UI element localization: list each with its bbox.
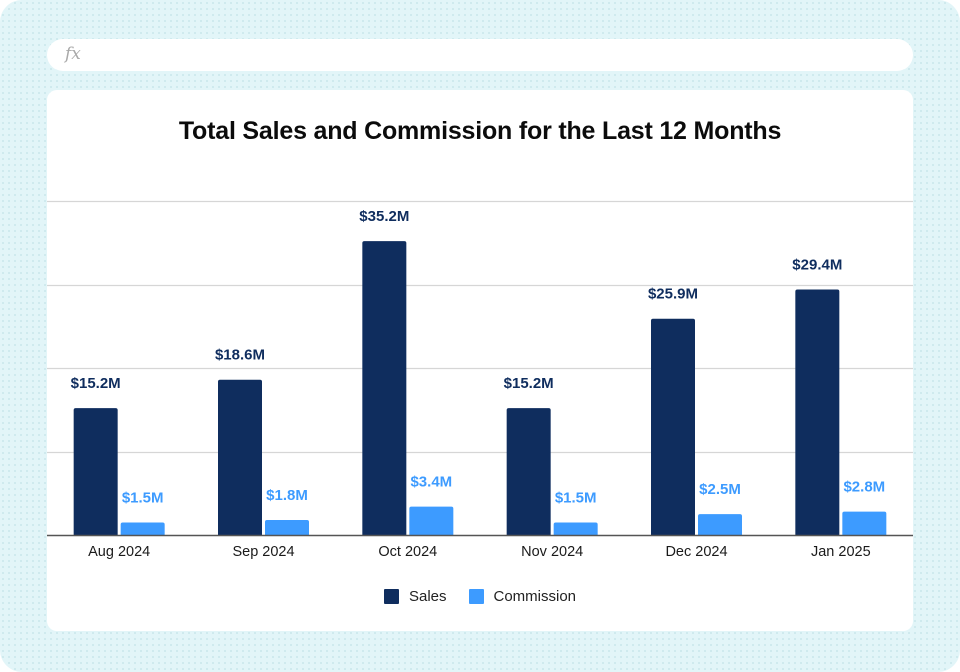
bar-sales [651,318,695,535]
data-label-sales: $15.2M [504,375,554,392]
legend-swatch-commission [468,589,484,604]
legend-label-sales: Sales [408,588,447,605]
legend-swatch-sales [383,589,399,604]
data-label-commission: $2.8M [843,479,885,496]
legend-label-commission: Commission [493,588,577,605]
data-label-commission: $2.5M [699,481,741,498]
bar-commission [265,519,309,535]
bar-commission [698,514,742,535]
bar-commission [120,522,165,535]
x-tick-label: Oct 2024 [378,544,437,560]
data-label-commission: $1.8M [266,487,308,504]
x-tick-label: Aug 2024 [88,544,150,560]
bar-commission [553,522,598,535]
bar-sales [795,289,840,535]
data-label-sales: $15.2M [71,375,121,392]
legend-item-commission[interactable]: Commission [468,588,577,605]
bar-sales [73,408,118,535]
x-tick-label: Nov 2024 [521,544,583,560]
chart-title: Total Sales and Commission for the Last … [178,117,782,145]
data-label-commission: $1.5M [555,489,597,506]
fx-icon: fx [65,44,81,64]
bar-commission [409,506,454,535]
formula-bar[interactable]: fx [47,39,913,71]
x-tick-label: Dec 2024 [665,544,727,560]
bar-commission [842,511,887,535]
data-label-sales: $29.4M [792,257,842,274]
chart-legend: Sales Commission [47,588,913,605]
chart-card: Total Sales and Commission for the Last … [47,90,913,631]
bar-sales [506,408,551,535]
bar-sales [218,379,262,535]
data-label-sales: $18.6M [215,347,265,364]
x-tick-label: Jan 2025 [811,544,871,560]
legend-item-sales[interactable]: Sales [383,588,447,605]
bar-sales [362,241,407,535]
x-tick-label: Sep 2024 [232,544,294,560]
data-label-commission: $1.5M [122,489,164,506]
data-label-sales: $35.2M [359,208,409,225]
data-label-commission: $3.4M [410,474,452,491]
data-label-sales: $25.9M [648,286,698,303]
bar-chart: $15.2M $1.5M Aug 2024 $18.6M $1.8M Sep 2024 $3… [47,200,913,560]
